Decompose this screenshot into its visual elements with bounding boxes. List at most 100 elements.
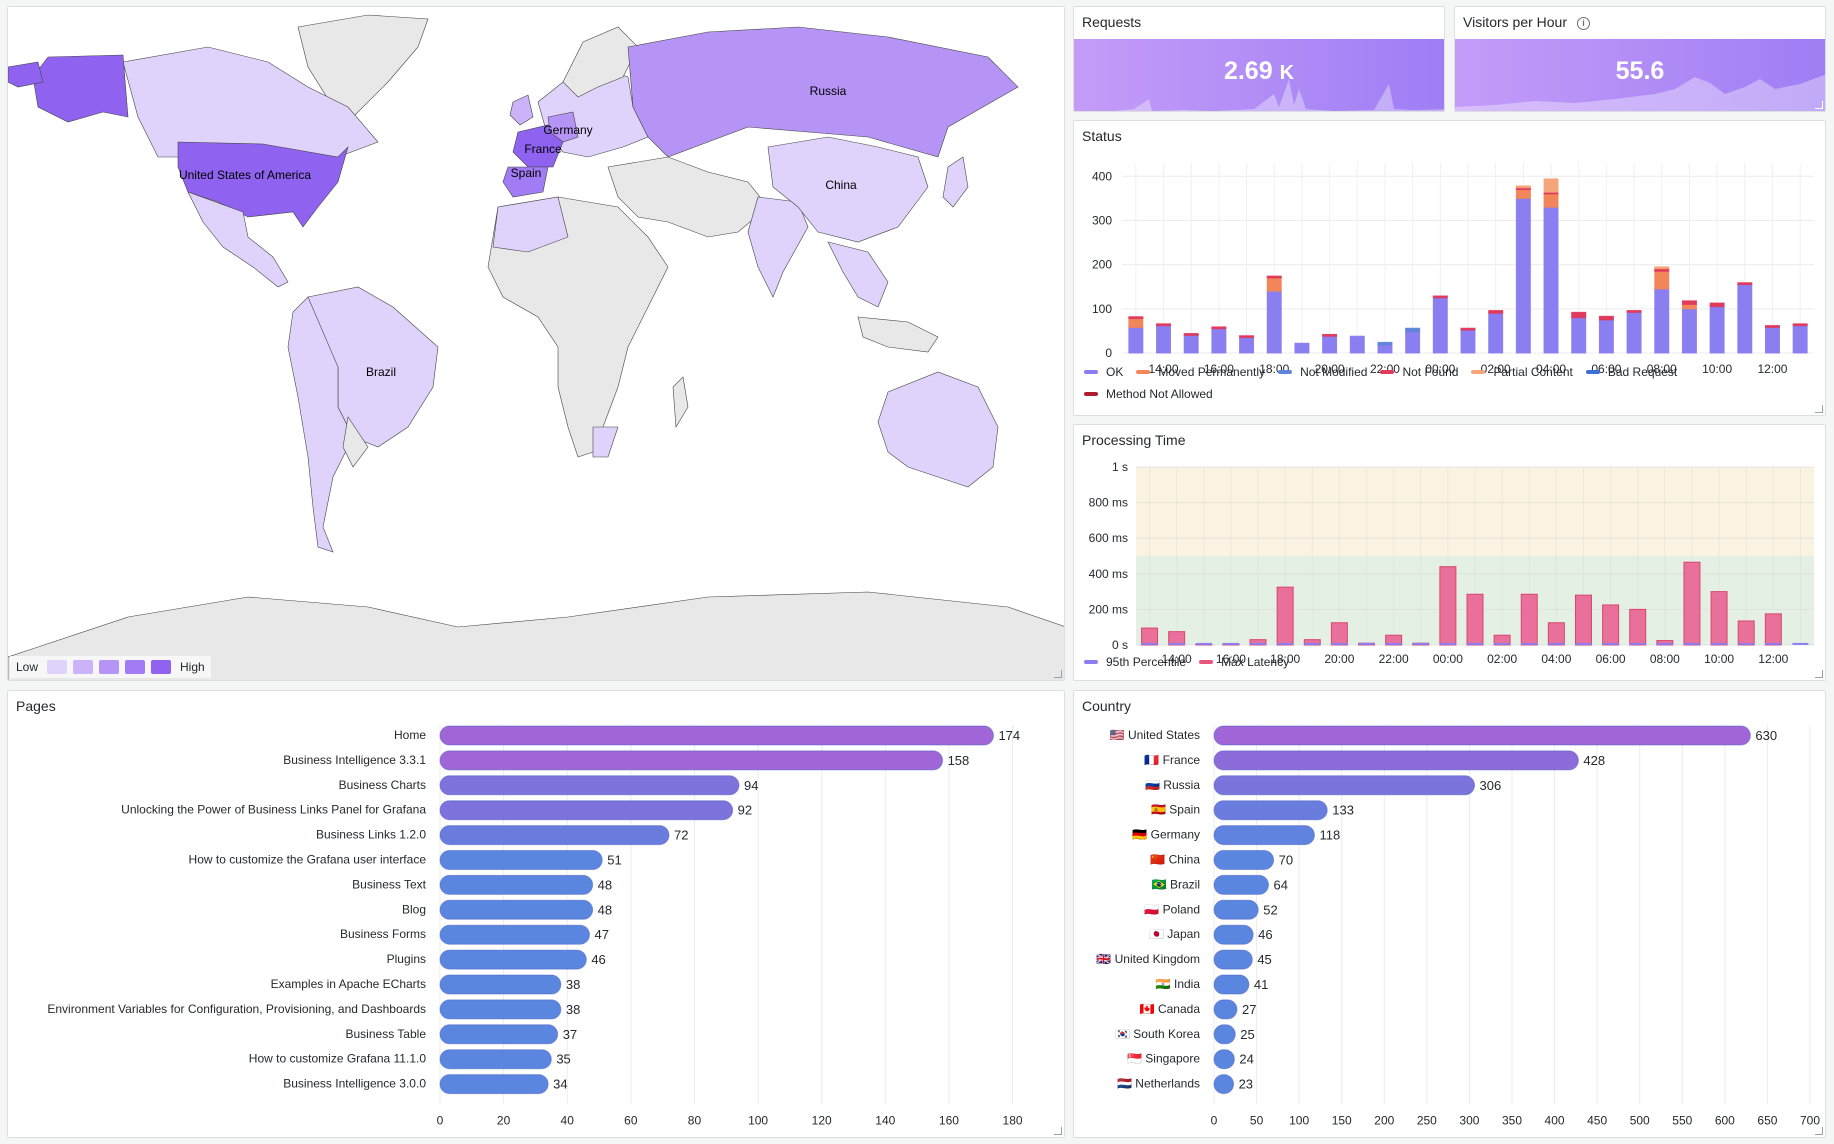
category-label: Business Intelligence 3.0.0 [283,1077,426,1091]
requests-stat: 2.69 K [1074,39,1444,111]
world-map[interactable]: Russia Germany France Spain United State… [8,7,1065,681]
legend-label: Bad Request [1607,365,1678,379]
legend-item[interactable]: 95th Percentile [1084,655,1186,669]
bar [1602,604,1620,646]
map-country-china[interactable] [767,136,929,243]
bar [1737,282,1753,286]
category-label: 🇪🇸 Spain [1151,803,1200,817]
map-country-australia[interactable] [877,371,999,488]
map-country-canada[interactable] [122,46,379,168]
resize-handle[interactable] [1815,670,1823,678]
map-country-germany[interactable] [547,111,579,143]
x-tick-label: 06:00 [1596,652,1626,665]
x-tick-label: 12:00 [1757,362,1787,376]
map-country-uk[interactable] [509,94,534,126]
value-label: 27 [1242,1002,1256,1017]
y-tick-label: 600 ms [1089,531,1128,545]
bar [439,899,594,920]
bar [1515,197,1531,354]
x-tick-label: 600 [1715,1114,1735,1128]
bar [1183,333,1199,336]
bar-percentile [1792,642,1809,645]
value-label: 630 [1755,728,1777,743]
legend-item[interactable]: OK [1084,365,1123,379]
map-legend-swatch-5 [151,660,172,674]
legend-item[interactable]: Not Modified [1278,365,1367,379]
processing-chart: 0 s 200 ms 400 ms 600 ms 800 ms 1 s 14:00 16:00… [1089,460,1814,665]
map-country-alaska[interactable] [32,54,129,123]
bar-percentile [1277,642,1294,645]
bar [439,750,944,771]
x-tick-label: 80 [688,1114,702,1128]
y-tick-label: 0 [1105,346,1112,360]
bar [1515,189,1531,199]
bar [439,874,594,895]
x-tick-label: 160 [939,1114,959,1128]
x-tick-label: 650 [1757,1114,1777,1128]
map-label-usa: United States of America [179,168,311,182]
resize-handle[interactable] [1054,1127,1062,1135]
map-legend-swatch-3 [99,660,120,674]
country-chart: 0 50 100 150 200 250 300 350 400 450 500 550 600 650 7… [1096,725,1820,1128]
map-country-spain[interactable] [502,166,549,198]
bar [1488,310,1504,314]
bar [1737,620,1755,646]
map-country-greenland[interactable] [297,14,429,118]
y-tick-label: 1 s [1112,460,1128,474]
category-label: 🇧🇷 Brazil [1152,877,1200,891]
x-tick-label: 20:00 [1315,362,1345,376]
legend-label: Not Modified [1300,365,1368,379]
value-label: 70 [1279,853,1293,868]
map-country-antarctica[interactable] [8,591,1065,681]
map-label-germany: Germany [543,123,592,137]
bar-percentile [1222,642,1239,645]
legend-item[interactable]: Max Latency [1199,655,1289,669]
resize-handle[interactable] [1815,101,1823,109]
requests-value: 2.69 K [1223,57,1295,85]
map-country-russia[interactable] [627,26,1019,158]
x-tick-label: 10:00 [1702,362,1732,376]
value-label: 158 [948,753,970,768]
resize-handle[interactable] [1054,670,1062,678]
legend-item[interactable]: Not Found [1380,365,1458,379]
bar [1213,1024,1236,1045]
info-icon[interactable]: i [1577,17,1591,30]
map-country-france[interactable] [512,124,564,168]
legend-item[interactable]: Moved Permanently [1136,365,1265,379]
value-label: 118 [1319,828,1340,843]
map-country-south-america-west[interactable] [287,296,354,553]
bar [1213,924,1254,945]
x-tick-label: 60 [624,1114,638,1128]
x-tick-label: 16:00 [1204,362,1234,376]
legend-item[interactable]: Partial Content [1471,365,1573,379]
map-country-se-asia[interactable] [827,241,889,308]
category-label: Business Table [346,1027,427,1041]
x-tick-label: 180 [1003,1114,1023,1128]
bar [1213,825,1315,846]
value-label: 306 [1480,778,1502,793]
x-tick-label: 14:00 [1162,652,1192,665]
category-label: 🇳🇱 Netherlands [1117,1077,1200,1091]
legend-item[interactable]: Bad Request [1585,365,1678,379]
bar [1322,333,1338,337]
status-panel: Status 0 100 200 300 400 14:00 16:00 18:00 20:00… [1073,120,1826,416]
x-tick-label: 140 [875,1114,895,1128]
bar [1213,1074,1235,1095]
x-tick-label: 02:00 [1487,652,1517,665]
processing-legend: 95th Percentile Max Latency [1084,653,1302,675]
bar [1460,329,1476,354]
bar [1493,634,1511,646]
category-label: 🇵🇱 Poland [1144,902,1200,916]
map-country-middle-east[interactable] [607,156,769,238]
resize-handle[interactable] [1815,1127,1823,1135]
map-country-japan[interactable] [942,156,969,208]
bar [1709,306,1725,354]
bar [1709,302,1725,308]
map-country-mexico[interactable] [187,191,289,288]
bar-percentile [1575,642,1592,645]
bar [1626,310,1642,313]
legend-swatch [1278,370,1293,374]
category-label: Examples in Apache ECharts [271,977,426,991]
resize-handle[interactable] [1815,405,1823,413]
legend-item[interactable]: Method Not Allowed [1084,387,1213,401]
